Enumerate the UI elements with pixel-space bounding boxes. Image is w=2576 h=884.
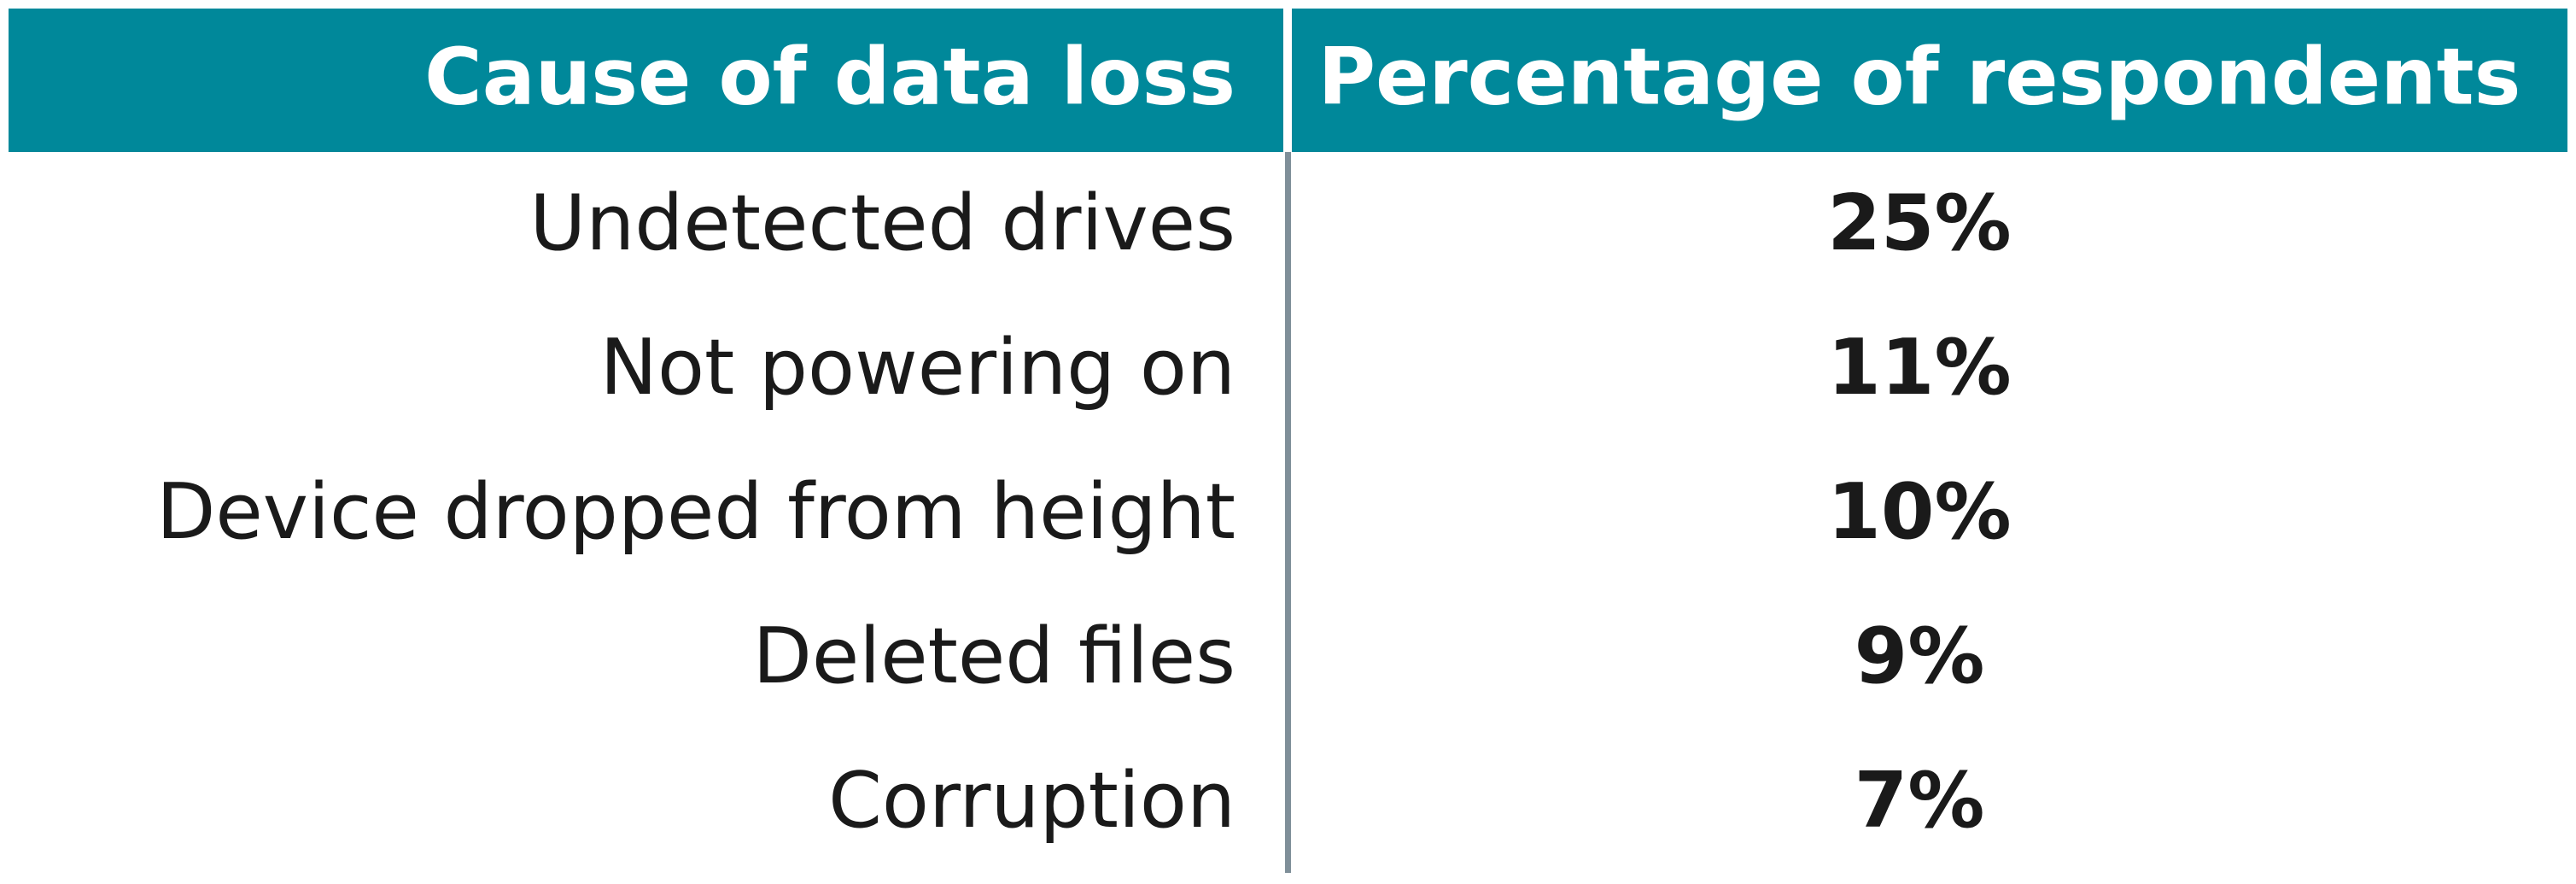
percentage-cell: 7% (1855, 756, 1985, 846)
header-percentage: Percentage of respondents (1318, 31, 2521, 122)
cause-cell: Not powering on (600, 323, 1235, 413)
percentage-cell: 9% (1855, 612, 1985, 701)
cause-cell: Corruption (828, 756, 1235, 846)
percentage-cell: 25% (1827, 179, 2011, 268)
percentage-cell: 10% (1827, 467, 2011, 557)
percentage-cell: 11% (1827, 323, 2011, 413)
cause-cell: Undetected drives (529, 179, 1235, 268)
cause-cell: Device dropped from height (156, 467, 1235, 557)
cause-cell: Deleted files (753, 612, 1235, 701)
column-divider (1285, 152, 1291, 873)
header-divider (1283, 9, 1292, 152)
header-cause: Cause of data loss (424, 31, 1235, 122)
